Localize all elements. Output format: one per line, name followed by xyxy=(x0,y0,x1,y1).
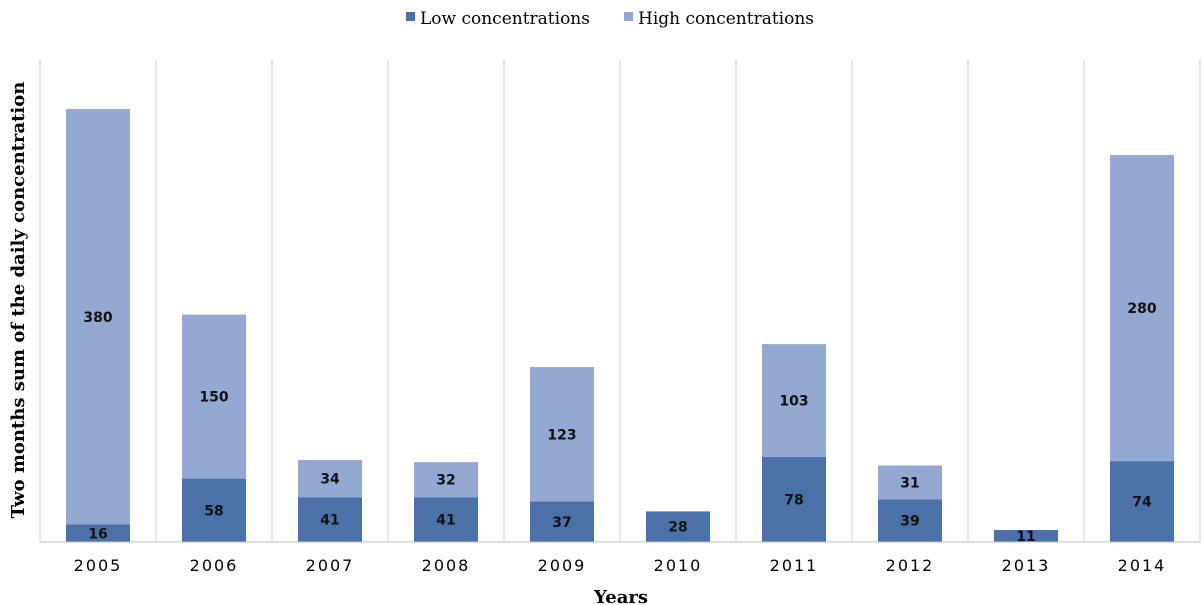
bar-low-2005 xyxy=(66,524,130,542)
bar-high-2009 xyxy=(530,367,594,502)
data-label-high-2008: 32 xyxy=(436,473,455,489)
bar-high-2012 xyxy=(878,465,942,500)
bar-high-2005 xyxy=(66,109,130,525)
x-tick-label-2014: 2014 xyxy=(1118,556,1167,575)
legend-label-high: High concentrations xyxy=(638,9,814,29)
bar-low-2006 xyxy=(182,478,246,542)
x-tick-label-2006: 2006 xyxy=(190,556,239,575)
x-tick-label-2011: 2011 xyxy=(770,556,819,575)
data-label-low-2007: 41 xyxy=(320,513,339,529)
data-label-low-2008: 41 xyxy=(436,513,455,529)
x-tick-label-2010: 2010 xyxy=(654,556,703,575)
legend-swatch-low xyxy=(406,12,415,21)
data-label-low-2010: 28 xyxy=(668,520,687,536)
data-label-low-2005: 16 xyxy=(88,526,107,542)
x-tick-label-2013: 2013 xyxy=(1002,556,1051,575)
bar-low-2007 xyxy=(298,497,362,542)
y-axis-title: Two months sum of the daily concentratio… xyxy=(8,82,29,519)
bar-low-2014 xyxy=(1110,461,1174,542)
x-tick-label-2009: 2009 xyxy=(538,556,587,575)
bar-high-2007 xyxy=(298,460,362,498)
data-label-low-2013: 11 xyxy=(1016,529,1035,545)
bar-low-2012 xyxy=(878,499,942,542)
legend-swatch-high xyxy=(624,12,633,21)
x-tick-label-2008: 2008 xyxy=(422,556,471,575)
data-label-low-2011: 78 xyxy=(784,492,803,508)
bar-high-2014 xyxy=(1110,154,1174,462)
legend-label-low: Low concentrations xyxy=(420,9,590,29)
bar-low-2011 xyxy=(762,456,826,542)
bar-high-2011 xyxy=(762,344,826,457)
data-label-low-2012: 39 xyxy=(900,514,919,530)
bar-low-2013 xyxy=(994,529,1058,542)
grid xyxy=(39,60,1201,542)
data-label-high-2012: 31 xyxy=(900,475,919,491)
x-tick-label-2007: 2007 xyxy=(306,556,355,575)
x-axis-title: Years xyxy=(593,587,648,605)
bar-low-2010 xyxy=(646,511,710,542)
x-tick-label-2005: 2005 xyxy=(74,556,123,575)
legend: Low concentrations High concentrations xyxy=(406,9,814,29)
x-tick-labels: 2005 2006 2007 2008 2009 2010 2011 2012 2013 2014 xyxy=(74,556,1167,575)
bar-low-2008 xyxy=(414,497,478,542)
data-label-high-2006: 150 xyxy=(199,390,228,406)
data-label-high-2011: 103 xyxy=(779,393,808,409)
bar-high-2006 xyxy=(182,314,246,479)
x-tick-label-2012: 2012 xyxy=(886,556,935,575)
bar-low-2009 xyxy=(530,501,594,542)
data-label-high-2014: 280 xyxy=(1127,301,1156,317)
bars xyxy=(66,109,1174,542)
data-label-high-2005: 380 xyxy=(83,310,112,326)
data-labels: 16 380 58 150 41 34 41 32 37 123 28 78 103 39 31 11 74 28… xyxy=(83,301,1156,545)
data-label-low-2006: 58 xyxy=(204,503,223,519)
data-label-high-2007: 34 xyxy=(320,472,340,488)
data-label-low-2014: 74 xyxy=(1132,495,1152,511)
bar-high-2008 xyxy=(414,462,478,498)
data-label-high-2009: 123 xyxy=(547,427,576,443)
data-label-low-2009: 37 xyxy=(552,515,571,531)
